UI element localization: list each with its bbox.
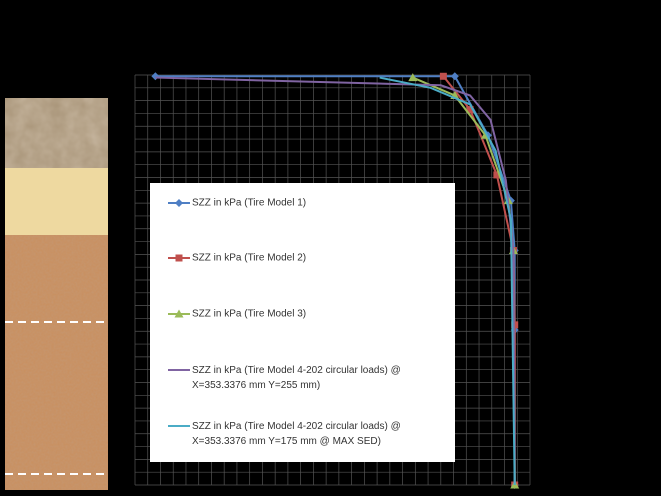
- marker: [466, 106, 474, 114]
- legend-label: SZZ in kPa (Tire Model 1): [192, 198, 306, 209]
- series-line: [155, 76, 516, 486]
- soil-texture: [5, 98, 108, 168]
- marker: [408, 73, 418, 82]
- legend-box: [150, 183, 455, 462]
- marker: [151, 72, 160, 81]
- marker: [175, 199, 183, 207]
- marker: [450, 72, 459, 81]
- marker: [175, 254, 183, 262]
- legend-label: SZZ in kPa (Tire Model 2): [192, 253, 306, 264]
- marker: [493, 171, 501, 179]
- legend: SZZ in kPa (Tire Model 1) SZZ in kPa (Tir…: [168, 198, 401, 447]
- marker: [174, 309, 184, 318]
- soil-layer: [5, 168, 108, 235]
- soil-profile: [5, 98, 108, 490]
- legend-label: SZZ in kPa (Tire Model 3): [192, 309, 306, 320]
- series-line: [379, 76, 516, 486]
- legend-label: SZZ in kPa (Tire Model 4-202 circular lo…: [192, 365, 401, 391]
- soil-texture: [5, 235, 108, 490]
- legend-label: SZZ in kPa (Tire Model 4-202 circular lo…: [192, 421, 401, 447]
- marker: [439, 72, 447, 80]
- plot: [151, 72, 520, 489]
